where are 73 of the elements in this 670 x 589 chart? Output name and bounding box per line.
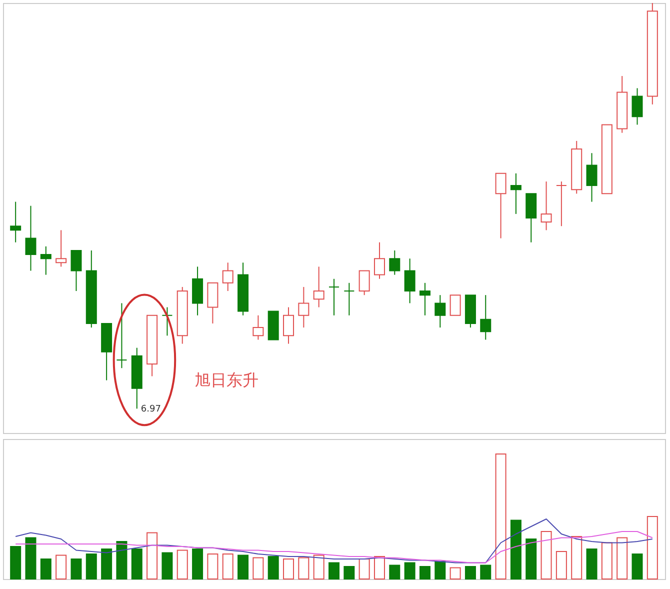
- bar: [540, 531, 552, 580]
- candlestick: [162, 306, 173, 336]
- bar: [298, 557, 310, 580]
- bar: [25, 537, 36, 580]
- candlestick: [495, 172, 506, 239]
- bar: [526, 538, 537, 580]
- candlestick: [632, 88, 643, 126]
- bar: [586, 548, 598, 580]
- bar: [162, 552, 173, 580]
- bar: [646, 516, 658, 580]
- bar: [252, 557, 264, 580]
- bar: [389, 564, 400, 580]
- candlestick: [25, 205, 36, 272]
- bar: [404, 562, 416, 580]
- bar: [495, 454, 506, 580]
- bar: [238, 554, 249, 580]
- candlestick: [450, 294, 461, 316]
- bar: [419, 566, 430, 580]
- bar: [510, 520, 522, 580]
- bar: [480, 564, 492, 580]
- bar: [86, 554, 97, 580]
- candlestick: [556, 180, 567, 227]
- candlestick: [344, 282, 355, 316]
- bar: [374, 556, 385, 580]
- bar: [601, 542, 612, 580]
- candlestick: [56, 230, 67, 268]
- bar: [116, 541, 128, 580]
- bar: [40, 558, 52, 580]
- bar: [192, 548, 204, 580]
- bar: [556, 551, 567, 580]
- bar: [207, 554, 218, 580]
- bar: [344, 566, 355, 580]
- bar: [101, 548, 112, 580]
- bar: [313, 554, 324, 580]
- candlestick: [374, 242, 385, 280]
- bar: [616, 537, 628, 580]
- candlestick: [252, 314, 264, 340]
- bar: [283, 558, 294, 580]
- bar: [70, 558, 82, 580]
- bar: [632, 554, 643, 580]
- candlestick: [116, 302, 128, 369]
- bar: [434, 561, 446, 580]
- bar: [358, 558, 370, 580]
- candlestick: [434, 294, 446, 328]
- candlestick: [540, 180, 552, 231]
- candlestick: [222, 262, 234, 292]
- bar: [328, 562, 340, 580]
- candlestick: [313, 266, 324, 308]
- candlestick: [328, 278, 340, 316]
- bar: [146, 532, 158, 580]
- candlestick: [298, 286, 310, 328]
- bar: [222, 554, 234, 580]
- bar: [56, 554, 67, 580]
- candlestick: [358, 270, 370, 296]
- candlestick: [70, 250, 82, 292]
- candlestick: [40, 246, 52, 276]
- bar: [268, 556, 279, 580]
- annotation: 旭日东升: [194, 370, 258, 390]
- bar: [464, 566, 476, 580]
- bar: [176, 550, 188, 580]
- candlestick: [283, 306, 294, 344]
- candlestick: [586, 152, 598, 202]
- candlestick: [404, 258, 416, 304]
- bar: [10, 546, 22, 580]
- candlestick: [389, 250, 400, 276]
- candlestick: [510, 172, 522, 214]
- candlestick: [10, 201, 22, 243]
- candlestick: [480, 294, 492, 340]
- bar: [450, 567, 461, 580]
- candlestick: [419, 282, 430, 316]
- bar: [131, 548, 142, 580]
- annotation: 6.97: [140, 404, 161, 415]
- bar: [571, 536, 582, 580]
